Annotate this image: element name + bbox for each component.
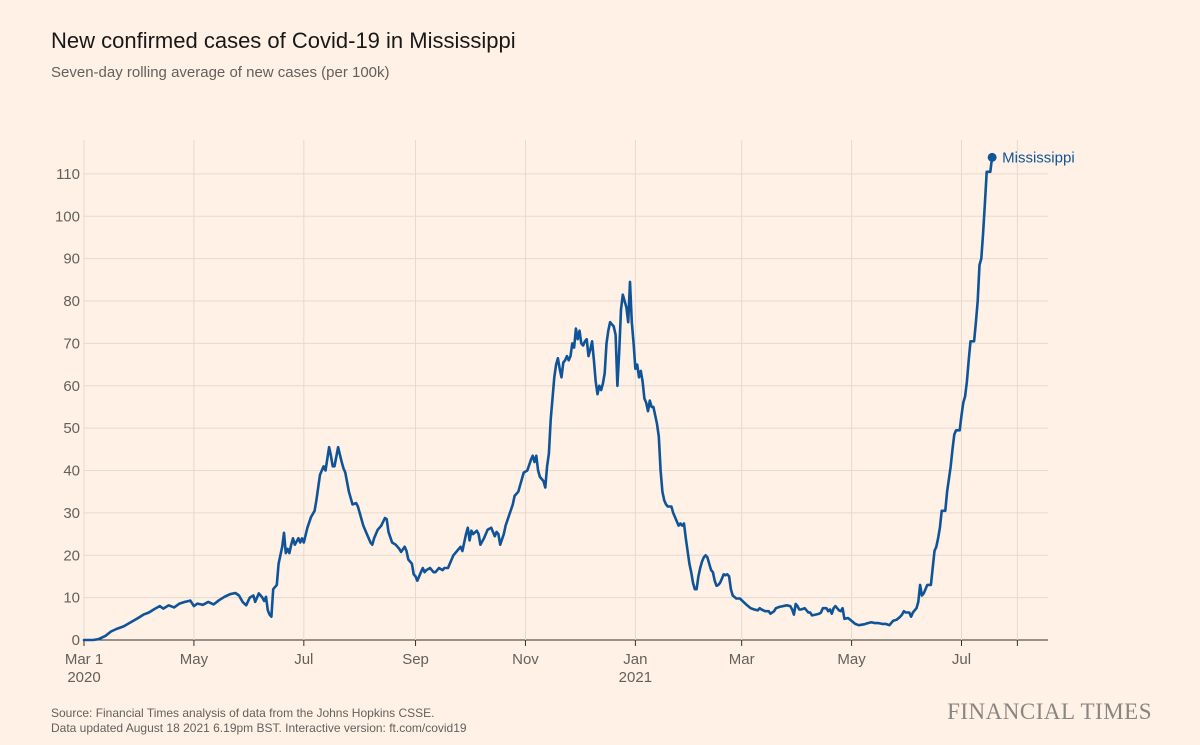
source-note: Source: Financial Times analysis of data…	[51, 706, 435, 720]
y-tick-label: 30	[63, 505, 80, 522]
x-tick-label: Nov	[512, 651, 539, 668]
y-tick-label: 70	[63, 335, 80, 352]
y-tick-label: 0	[72, 632, 80, 649]
y-tick-label: 80	[63, 293, 80, 310]
x-tick-year-label: 2021	[619, 669, 652, 686]
x-tick-label: Mar	[729, 651, 755, 668]
y-tick-label: 110	[56, 166, 80, 183]
y-tick-label: 10	[63, 590, 80, 607]
y-tick-label: 60	[63, 378, 80, 395]
y-axis-labels: 0 10 20 30 40 50 60 70 80 90 100 110	[55, 166, 80, 649]
x-tick-label: Mar 1	[65, 651, 103, 668]
chart-gridlines	[83, 140, 1048, 646]
chart-footer: Source: Financial Times analysis of data…	[51, 706, 467, 736]
x-tick-label: Jul	[952, 651, 971, 668]
update-note: Data updated August 18 2021 6.19pm BST. …	[51, 721, 467, 735]
chart-series: Mississippi	[82, 149, 1075, 642]
x-tick-label: Jan	[623, 651, 647, 668]
x-tick-label: Jul	[294, 651, 313, 668]
series-label: Mississippi	[1002, 149, 1075, 166]
y-tick-label: 90	[63, 251, 80, 268]
y-tick-label: 40	[63, 463, 80, 480]
series-line-mississippi	[82, 156, 994, 642]
x-tick-year-label: 2020	[67, 669, 100, 686]
chart-subtitle: Seven-day rolling average of new cases (…	[51, 64, 390, 81]
y-tick-label: 100	[55, 208, 80, 225]
x-tick-label: May	[837, 651, 866, 668]
chart-title: New confirmed cases of Covid-19 in Missi…	[51, 28, 516, 53]
y-tick-label: 50	[63, 420, 80, 437]
x-tick-label: May	[180, 651, 209, 668]
ft-logo: FINANCIAL TIMES	[947, 699, 1152, 724]
y-tick-label: 20	[63, 547, 80, 564]
series-end-marker	[987, 152, 997, 162]
x-tick-label: Sep	[402, 651, 429, 668]
